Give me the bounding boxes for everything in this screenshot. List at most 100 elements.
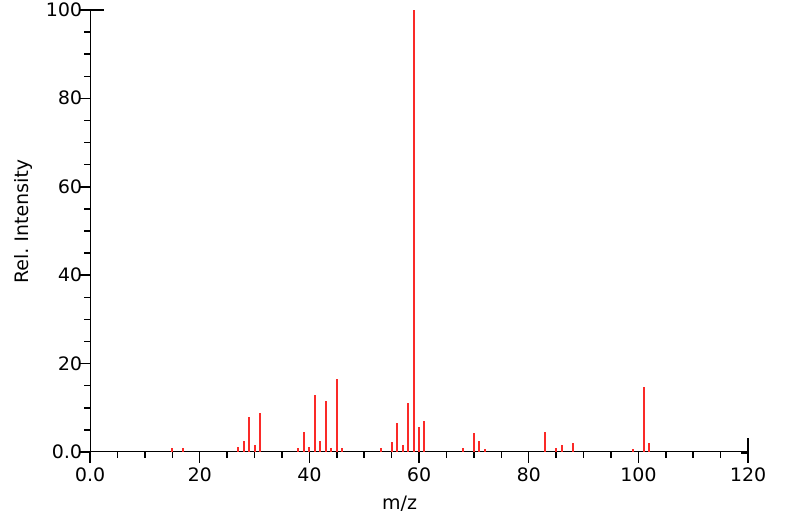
x-tick-minor — [336, 452, 338, 458]
y-tick-minor — [84, 53, 90, 55]
x-tick-major — [89, 452, 91, 463]
axis-right-stub — [741, 452, 749, 454]
spectrum-peak — [248, 416, 251, 452]
x-tick-minor — [610, 452, 612, 458]
spectrum-peak — [478, 440, 481, 452]
x-tick-label: 120 — [729, 464, 767, 486]
x-tick-label: 80 — [516, 464, 541, 486]
x-tick-minor — [473, 452, 475, 458]
y-tick-minor — [84, 141, 90, 144]
x-tick-minor — [363, 452, 365, 458]
spectrum-peak — [412, 10, 415, 452]
x-tick-minor — [582, 452, 585, 458]
spectrum-peak — [330, 447, 333, 452]
y-tick-major — [79, 97, 90, 100]
x-tick-major — [308, 452, 311, 463]
y-tick-minor — [84, 384, 90, 387]
x-tick-minor — [171, 452, 173, 458]
y-tick-minor — [84, 208, 90, 210]
spectrum-peak — [297, 448, 300, 452]
x-tick-major — [418, 452, 420, 463]
x-tick-minor — [144, 452, 146, 458]
spectrum-peak — [483, 448, 486, 452]
x-tick-minor — [253, 452, 256, 458]
x-tick-minor — [555, 452, 557, 458]
spectrum-peak — [335, 379, 338, 452]
x-tick-minor — [281, 452, 283, 458]
spectrum-peak — [341, 447, 344, 452]
axis-top-stub — [90, 9, 104, 11]
spectrum-peak — [171, 448, 174, 452]
y-tick-major — [79, 9, 90, 11]
spectrum-peak — [302, 432, 305, 452]
spectrum-peak — [461, 447, 464, 452]
y-tick-minor — [84, 296, 90, 299]
spectrum-peak — [324, 401, 327, 452]
x-tick-minor — [226, 452, 228, 458]
x-tick-major — [198, 452, 201, 463]
spectrum-peak — [308, 446, 311, 452]
y-tick-label: 60 — [57, 175, 82, 198]
axis-right-vertical-stub — [747, 438, 749, 453]
spectrum-peak — [242, 440, 245, 452]
y-tick-label: 0.0 — [51, 441, 82, 463]
spectrum-peak — [423, 421, 426, 452]
spectrum-peak — [544, 432, 547, 452]
spectrum-peak — [642, 386, 645, 452]
x-tick-label: 0.0 — [74, 464, 106, 486]
spectrum-peak — [555, 447, 558, 452]
y-tick-minor — [84, 230, 90, 232]
y-tick-label: 100 — [45, 0, 82, 21]
y-tick-minor — [84, 75, 90, 78]
x-tick-major — [747, 452, 749, 463]
x-axis-label: m/z — [382, 492, 417, 514]
y-tick-major — [79, 362, 90, 365]
y-tick-minor — [84, 429, 90, 431]
spectrum-peak — [401, 445, 404, 452]
spectrum-peak — [571, 443, 574, 452]
spectrum-peak — [182, 447, 185, 452]
spectrum-peak — [631, 449, 634, 452]
x-tick-minor — [692, 452, 694, 458]
x-tick-minor — [445, 452, 448, 458]
y-tick-minor — [84, 31, 90, 33]
x-tick-label: 100 — [620, 464, 657, 486]
y-tick-minor — [84, 163, 90, 166]
x-tick-minor — [500, 452, 502, 458]
x-tick-minor — [116, 452, 119, 458]
y-tick-minor — [84, 119, 90, 122]
spectrum-peak — [407, 403, 410, 452]
y-tick-minor — [84, 318, 90, 321]
spectrum-peak — [379, 448, 382, 452]
spectrum-peak — [258, 413, 261, 452]
y-tick-major — [79, 274, 90, 276]
spectrum-peak — [648, 443, 651, 452]
x-tick-label: 40 — [297, 464, 322, 486]
spectrum-peak — [472, 433, 475, 452]
y-tick-major — [79, 451, 90, 453]
spectrum-peak — [390, 442, 393, 452]
spectrum-peak — [319, 440, 322, 452]
y-axis-label: Rel. Intensity — [11, 158, 33, 284]
x-tick-major — [527, 452, 530, 463]
y-tick-label: 80 — [57, 87, 82, 110]
y-tick-minor — [84, 340, 90, 343]
x-tick-minor — [719, 452, 722, 458]
x-tick-major — [637, 452, 640, 463]
x-tick-minor — [665, 452, 667, 458]
spectrum-peak — [237, 446, 240, 452]
y-tick-major — [79, 186, 90, 188]
spectrum-peak — [253, 445, 256, 452]
y-tick-minor — [84, 252, 90, 254]
spectrum-peak — [418, 427, 420, 452]
x-tick-label: 60 — [406, 464, 432, 486]
y-tick-label: 20 — [57, 352, 82, 375]
spectrum-peak — [313, 394, 316, 452]
y-tick-minor — [84, 407, 90, 409]
x-tick-minor — [390, 452, 393, 458]
y-tick-label: 40 — [57, 264, 82, 287]
x-tick-label: 20 — [187, 464, 212, 486]
spectrum-peak — [560, 445, 563, 452]
